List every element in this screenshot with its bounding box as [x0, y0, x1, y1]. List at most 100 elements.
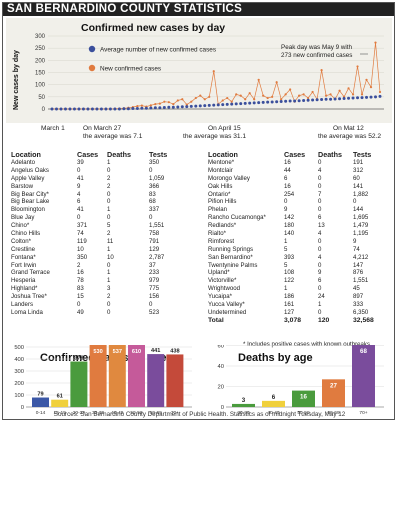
average-point — [347, 96, 351, 100]
table-cell: Running Springs — [208, 245, 254, 253]
deaths-age-value-label: 16 — [300, 394, 307, 401]
cases-age-bar — [89, 345, 107, 407]
average-point — [185, 105, 189, 109]
new-cases-point — [280, 98, 283, 101]
new-cases-point — [167, 101, 170, 104]
table-cell: 1,479 — [353, 222, 369, 230]
average-point — [131, 107, 135, 111]
average-point — [171, 105, 175, 109]
average-point — [266, 100, 270, 104]
cases-age-value-label: 441 — [151, 348, 160, 354]
table-cell: 0 — [107, 166, 111, 174]
average-point — [279, 99, 283, 103]
average-point — [306, 98, 310, 102]
average-point — [113, 107, 117, 111]
new-cases-point — [181, 98, 184, 101]
deaths-age-value-label: 68 — [360, 348, 367, 355]
new-cases-point — [338, 89, 341, 92]
table-cell: 16 — [77, 269, 84, 277]
new-cases-point — [190, 100, 193, 103]
new-cases-point — [230, 100, 233, 103]
table-cell: Oak Hills — [208, 182, 233, 190]
table-cell: Upland* — [208, 269, 230, 277]
average-point — [207, 103, 211, 107]
average-point — [275, 100, 279, 104]
cases-age-tick: 300 — [14, 369, 24, 375]
average-point — [284, 99, 288, 103]
table-total-cell: 3,078 — [284, 316, 302, 324]
average-point — [293, 99, 297, 103]
age-charts-panel: Confirmed cases by age Deaths by age 010… — [6, 344, 392, 416]
cases-age-value-label: 530 — [93, 349, 102, 355]
average-point — [302, 98, 306, 102]
table-cell: 10 — [77, 245, 84, 253]
new-cases-point — [208, 95, 211, 98]
average-point — [230, 102, 234, 106]
table-cell: 6,350 — [353, 308, 369, 316]
cases-age-tick: 500 — [14, 345, 24, 351]
average-point — [351, 96, 355, 100]
table-cell: 4 — [318, 166, 322, 174]
table-cell: 0 — [318, 182, 322, 190]
table-cell: 0 — [107, 214, 111, 222]
table-cell: Rimforest — [208, 237, 235, 245]
table-cell: 6 — [77, 198, 81, 206]
table-total-cell: 32,568 — [353, 316, 374, 324]
deaths-age-category-label: 60-69 — [327, 410, 340, 415]
table-cell: 37 — [149, 261, 156, 269]
table-cell: 10 — [107, 253, 114, 261]
cases-age-bar — [70, 361, 88, 407]
table-cell: 0 — [149, 166, 153, 174]
table-cell: 140 — [284, 230, 295, 238]
new-cases-point — [271, 95, 274, 98]
average-point — [234, 102, 238, 106]
new-cases-point — [365, 78, 368, 81]
average-point — [135, 107, 139, 111]
table-cell: 13 — [318, 222, 325, 230]
average-point — [360, 96, 364, 100]
table-cell: Redlands* — [208, 222, 237, 230]
cases-age-category-label: 20-29 — [73, 410, 86, 415]
table-cell: 366 — [149, 182, 160, 190]
table-cell: Morongo Valley — [208, 174, 250, 182]
new-cases-point — [158, 102, 161, 105]
new-cases-point — [244, 98, 247, 101]
table-cell: 1 — [284, 237, 288, 245]
average-point — [95, 107, 99, 111]
x-start-label: March 1 — [41, 125, 65, 132]
table-header-cell: Tests — [149, 150, 168, 159]
table-cell: Phelan — [208, 206, 227, 214]
table-note: * Includes positive cases with known out… — [243, 341, 371, 348]
new-cases-point — [235, 93, 238, 96]
cases-age-value-label: 610 — [132, 349, 141, 355]
new-cases-point — [253, 98, 256, 101]
average-point — [99, 107, 103, 111]
table-cell: 119 — [77, 237, 87, 245]
average-point — [144, 106, 148, 110]
average-point — [333, 97, 337, 101]
average-point — [72, 107, 76, 111]
table-cell: 1,695 — [353, 214, 369, 222]
new-cases-point — [347, 87, 350, 90]
table-cell: Yucca Valley* — [208, 301, 245, 309]
average-point — [189, 104, 193, 108]
table-cell: 83 — [77, 285, 84, 293]
cases-age-bar — [147, 354, 165, 407]
table-cell: 1,551 — [149, 222, 165, 230]
table-cell: 6 — [318, 277, 322, 285]
peak-note-line1: Peak day was May 9 with — [281, 44, 353, 51]
table-cell: 1 — [107, 277, 111, 285]
new-cases-point — [320, 68, 323, 72]
new-cases-point — [284, 93, 287, 96]
average-point — [365, 95, 369, 99]
new-cases-point — [275, 81, 278, 84]
average-point — [117, 107, 121, 111]
annotation-march-line1: On March 27 — [83, 125, 122, 132]
table-cell: 2 — [107, 293, 111, 301]
cases-age-value-label: 438 — [170, 348, 179, 354]
table-cell: 0 — [318, 174, 322, 182]
daily-cases-panel: Confirmed new cases by day New cases by … — [6, 18, 392, 123]
y-tick-label: 300 — [35, 34, 46, 40]
cases-age-category-label: 15-19 — [54, 410, 67, 415]
y-tick-label: 250 — [35, 46, 46, 52]
